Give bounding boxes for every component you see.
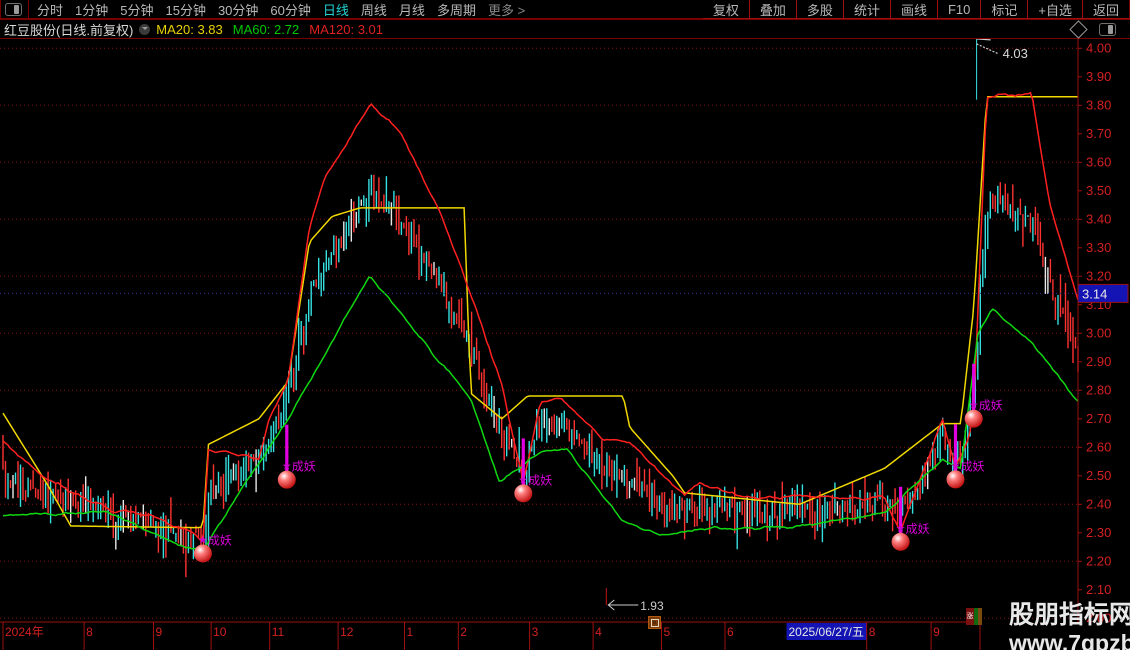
svg-text:成妖: 成妖 (528, 473, 552, 487)
svg-text:2.30: 2.30 (1086, 525, 1111, 540)
svg-text:6: 6 (727, 625, 734, 639)
svg-text:9: 9 (933, 625, 940, 639)
svg-text:★: ★ (518, 474, 528, 486)
svg-text:3.40: 3.40 (1086, 211, 1111, 226)
svg-text:8: 8 (86, 625, 93, 639)
svg-text:★: ★ (969, 400, 979, 412)
svg-text:4.03: 4.03 (1003, 46, 1028, 61)
svg-text:3.70: 3.70 (1086, 126, 1111, 141)
svg-text:2.70: 2.70 (1086, 411, 1111, 426)
svg-text:3.60: 3.60 (1086, 154, 1111, 169)
svg-text:★: ★ (896, 523, 906, 535)
svg-text:2.90: 2.90 (1086, 354, 1111, 369)
svg-text:5: 5 (664, 625, 671, 639)
svg-text:3.00: 3.00 (1086, 325, 1111, 340)
svg-text:8: 8 (869, 625, 876, 639)
svg-text:1: 1 (407, 625, 414, 639)
svg-text:成妖: 成妖 (979, 399, 1003, 413)
svg-text:3.80: 3.80 (1086, 97, 1111, 112)
svg-text:2.20: 2.20 (1086, 553, 1111, 568)
svg-text:11: 11 (272, 625, 285, 639)
svg-text:4.00: 4.00 (1086, 40, 1111, 55)
svg-text:10: 10 (213, 625, 227, 639)
svg-text:4: 4 (595, 625, 602, 639)
svg-text:★: ★ (282, 461, 292, 473)
svg-text:成妖: 成妖 (208, 534, 232, 548)
svg-text:2025/06/27/五: 2025/06/27/五 (789, 625, 864, 639)
svg-text:3.30: 3.30 (1086, 240, 1111, 255)
svg-text:★: ★ (198, 535, 208, 547)
svg-text:3.50: 3.50 (1086, 183, 1111, 198)
svg-text:9: 9 (156, 625, 163, 639)
svg-text:2.50: 2.50 (1086, 468, 1111, 483)
svg-text:成妖: 成妖 (292, 460, 316, 474)
svg-text:3.14: 3.14 (1082, 286, 1107, 301)
svg-text:成妖: 成妖 (906, 522, 930, 536)
svg-text:2.40: 2.40 (1086, 496, 1111, 511)
svg-text:★: ★ (951, 460, 961, 472)
svg-text:3: 3 (532, 625, 539, 639)
svg-text:1.93: 1.93 (640, 599, 664, 613)
svg-text:2.10: 2.10 (1086, 582, 1111, 597)
svg-text:2024年: 2024年 (5, 625, 44, 639)
svg-text:12: 12 (340, 625, 354, 639)
svg-text:2.60: 2.60 (1086, 439, 1111, 454)
svg-text:2.80: 2.80 (1086, 382, 1111, 397)
svg-text:3.20: 3.20 (1086, 268, 1111, 283)
svg-text:3.90: 3.90 (1086, 69, 1111, 84)
svg-text:2: 2 (460, 625, 467, 639)
svg-text:成妖: 成妖 (961, 459, 985, 473)
